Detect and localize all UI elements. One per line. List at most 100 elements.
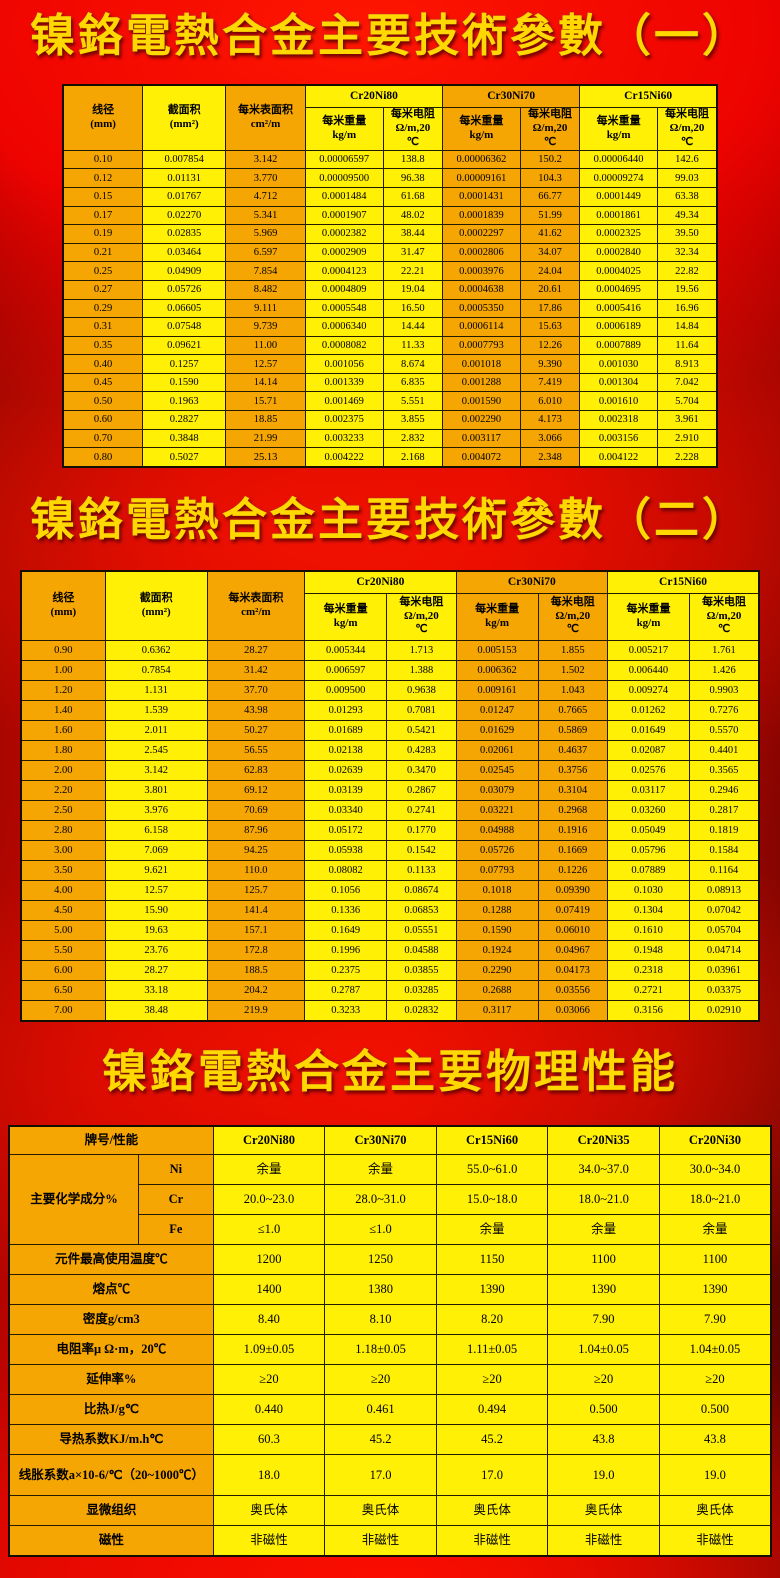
data-cell: 38.44: [382, 224, 444, 244]
table-row: 密度g/cm3 8.40 8.10 8.20 7.90 7.90: [8, 1304, 772, 1336]
data-cell: 0.3233: [304, 999, 388, 1022]
data-cell: 7.00: [20, 999, 106, 1022]
data-cell: 0.02087: [607, 739, 690, 761]
data-cell: 5.341: [225, 205, 306, 226]
data-cell: 0.0005416: [579, 298, 658, 319]
table-row: 0.17 0.02270 5.341 0.0001907 48.02 0.0001839 5…: [62, 205, 718, 226]
data-cell: 0.1056: [304, 879, 388, 901]
data-cell: 2.910: [656, 428, 718, 449]
data-cell: 1390: [547, 1274, 660, 1306]
column-header: 截面积 (mm²): [104, 570, 208, 641]
column-header: 每米表面积 cm²/m: [206, 570, 306, 641]
data-cell: 0.00009500: [304, 168, 384, 188]
data-cell: 0.09390: [537, 879, 609, 901]
data-cell: 0.05726: [142, 279, 227, 300]
data-cell: 2.545: [104, 739, 208, 761]
table-row: 线胀系数a×10-6/℃（20~1000℃） 18.0 17.0 17.0 19.0 19…: [8, 1454, 772, 1497]
data-cell: 0.07419: [537, 899, 609, 921]
data-cell: 43.98: [206, 699, 306, 721]
data-cell: 0.01649: [607, 719, 690, 741]
data-cell: 0.17: [62, 205, 144, 226]
column-subheader: 每米重量 kg/m: [455, 592, 539, 641]
property-label: 密度g/cm3: [8, 1304, 214, 1336]
alloy-group-header: Cr20Ni80: [304, 84, 444, 108]
data-cell: 0.3848: [142, 428, 227, 449]
data-cell: 0.40: [62, 354, 144, 374]
data-cell: 0.7081: [386, 699, 457, 721]
data-cell: 1380: [324, 1274, 437, 1306]
property-label: 显微组织: [8, 1495, 214, 1527]
data-cell: 8.674: [382, 354, 444, 374]
data-cell: 余量: [435, 1214, 549, 1246]
data-cell: 0.4283: [386, 739, 457, 761]
data-cell: 28.0~31.0: [324, 1184, 437, 1216]
data-cell: 2.168: [382, 447, 444, 468]
table-row: 2.00 3.142 62.83 0.02639 0.3470 0.02545 0.3756…: [20, 759, 760, 781]
data-cell: 0.0004695: [579, 279, 658, 300]
data-cell: 60.3: [212, 1424, 326, 1456]
data-cell: 16.96: [656, 298, 718, 319]
data-cell: 15.0~18.0: [435, 1184, 549, 1216]
data-cell: 37.70: [206, 679, 306, 701]
params-table-2: 线径 (mm) 截面积 (mm²) 每米表面积 cm²/m Cr20Ni80 Cr30N…: [20, 569, 760, 1022]
data-cell: 1.09±0.05: [212, 1334, 326, 1366]
column-subheader: 每米电阻 Ω/m,20 ℃: [688, 592, 760, 641]
data-cell: 0.06853: [386, 899, 457, 921]
table-row: 6.50 33.18 204.2 0.2787 0.03285 0.2688 0.03556…: [20, 979, 760, 1001]
data-cell: 0.02910: [688, 999, 760, 1022]
data-cell: 6.158: [104, 819, 208, 841]
data-cell: 1.60: [20, 719, 106, 741]
data-cell: 22.82: [656, 261, 718, 281]
table-row: 5.50 23.76 172.8 0.1996 0.04588 0.1924 0.04967…: [20, 939, 760, 961]
table-row: 磁性 非磁性 非磁性 非磁性 非磁性 非磁性: [8, 1525, 772, 1557]
data-cell: 94.25: [206, 839, 306, 861]
data-cell: 96.38: [382, 168, 444, 188]
table-row: 2.50 3.976 70.69 0.03340 0.2741 0.03221 0.2968…: [20, 799, 760, 821]
alloy-column-header: Cr15Ni60: [435, 1125, 549, 1156]
table-row: 0.40 0.1257 12.57 0.001056 8.674 0.001018 9.39…: [62, 354, 718, 374]
data-cell: 3.00: [20, 839, 106, 861]
data-cell: 0.0004123: [304, 261, 384, 281]
data-cell: 6.00: [20, 959, 106, 981]
data-cell: 8.40: [212, 1304, 326, 1336]
data-cell: 0.05938: [304, 839, 388, 861]
data-cell: 61.68: [382, 186, 444, 207]
data-cell: 0.70: [62, 428, 144, 449]
data-cell: 0.0002297: [442, 224, 521, 244]
data-cell: 0.006597: [304, 659, 388, 681]
data-cell: 0.0002909: [304, 242, 384, 263]
data-cell: 0.80: [62, 447, 144, 468]
data-cell: 3.142: [104, 759, 208, 781]
data-cell: 16.50: [382, 298, 444, 319]
data-cell: 7.419: [519, 372, 581, 393]
table-row: 3.50 9.621 110.0 0.08082 0.1133 0.07793 0.1226…: [20, 859, 760, 881]
data-cell: 0.2867: [386, 779, 457, 801]
data-cell: 0.03221: [455, 799, 539, 821]
data-cell: 0.01767: [142, 186, 227, 207]
data-cell: 0.003117: [442, 428, 521, 449]
data-cell: 0.07042: [688, 899, 760, 921]
data-cell: 69.12: [206, 779, 306, 801]
table-row: 6.00 28.27 188.5 0.2375 0.03855 0.2290 0.04173…: [20, 959, 760, 981]
data-cell: 5.704: [656, 391, 718, 412]
data-cell: 0.1030: [607, 879, 690, 901]
data-cell: 0.1304: [607, 899, 690, 921]
data-cell: 0.03139: [304, 779, 388, 801]
column-header: 线径 (mm): [20, 570, 106, 641]
data-cell: 0.001339: [304, 372, 384, 393]
table-row: 0.31 0.07548 9.739 0.0006340 14.44 0.0006114 1…: [62, 317, 718, 337]
data-cell: 0.002318: [579, 410, 658, 430]
data-cell: 0.07548: [142, 317, 227, 337]
data-cell: 20.0~23.0: [212, 1184, 326, 1216]
data-cell: 18.85: [225, 410, 306, 430]
data-cell: 1.713: [386, 639, 457, 661]
data-cell: 4.00: [20, 879, 106, 901]
data-cell: 0.0001861: [579, 205, 658, 226]
data-cell: 5.969: [225, 224, 306, 244]
column-subheader: 每米电阻 Ω/m,20 ℃: [656, 106, 718, 151]
data-cell: 1.04±0.05: [658, 1334, 772, 1366]
data-cell: 38.48: [104, 999, 208, 1022]
column-header: 每米表面积 cm²/m: [225, 84, 306, 151]
data-cell: 0.08082: [304, 859, 388, 881]
data-cell: 0.01629: [455, 719, 539, 741]
